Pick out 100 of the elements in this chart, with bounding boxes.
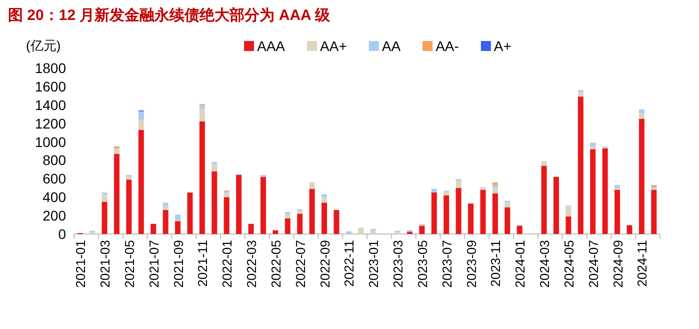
bar	[114, 154, 120, 234]
legend-label: A+	[494, 38, 512, 54]
bar	[504, 207, 510, 234]
x-tick-label: 2023-03	[390, 240, 406, 288]
x-tick-label: 2023-11	[488, 240, 504, 287]
y-tick-label: 200	[42, 208, 66, 224]
bar	[456, 188, 462, 234]
bar	[272, 230, 278, 234]
bar	[248, 224, 254, 234]
bar	[602, 148, 608, 234]
bar	[162, 210, 168, 234]
x-tick-label: 2021-05	[122, 240, 137, 288]
bar	[322, 202, 328, 234]
x-tick-label: 2024-11	[634, 240, 650, 287]
y-tick-label: 400	[42, 189, 66, 206]
y-tick-label: 1800	[34, 60, 66, 76]
bar	[566, 216, 572, 234]
bar	[309, 182, 315, 189]
x-tick-label: 2023-09	[464, 240, 479, 288]
bar	[492, 185, 498, 188]
x-tick-label: 2022-03	[244, 240, 260, 288]
x-tick-label: 2021-03	[98, 240, 113, 288]
bar	[541, 166, 547, 234]
x-tick-label: 2023-07	[439, 240, 454, 288]
x-tick-label: 2022-11	[342, 240, 357, 287]
y-axis-title: (亿元)	[26, 38, 61, 53]
bar	[492, 182, 498, 186]
x-tick-label: 2022-07	[292, 240, 308, 288]
bar	[480, 186, 486, 190]
x-tick-label: 2021-07	[146, 240, 162, 288]
legend-label: AA	[382, 38, 402, 54]
x-tick-label: 2021-01	[73, 240, 88, 288]
bar	[162, 202, 168, 206]
y-tick-label: 1200	[34, 115, 66, 132]
bar	[614, 185, 620, 188]
bar	[638, 113, 644, 119]
legend-label: AA+	[320, 38, 347, 54]
bar	[468, 204, 474, 234]
bar	[480, 190, 486, 234]
x-tick-label: 2023-05	[414, 240, 430, 288]
bar	[431, 188, 437, 192]
bar	[212, 164, 218, 172]
bar	[590, 146, 596, 150]
bar	[614, 190, 620, 234]
bar	[590, 142, 596, 146]
x-tick-label: 2022-05	[268, 240, 284, 288]
bar	[224, 192, 230, 198]
bar	[578, 96, 584, 234]
bar	[431, 192, 437, 234]
bar	[236, 174, 242, 234]
bar	[114, 149, 120, 154]
bar	[284, 214, 290, 218]
x-tick-label: 2024-07	[586, 240, 601, 288]
x-tick-label: 2024-09	[610, 240, 626, 288]
bar	[553, 176, 559, 234]
bar	[260, 176, 266, 234]
bar	[297, 214, 303, 234]
bar	[358, 228, 364, 234]
bar	[138, 130, 144, 234]
bar	[516, 226, 522, 234]
bar	[626, 225, 632, 234]
y-tick-label: 1400	[34, 96, 66, 113]
bar	[102, 194, 108, 202]
bar	[150, 224, 156, 234]
x-tick-label: 2021-09	[170, 240, 186, 288]
bar	[138, 111, 144, 120]
bar	[102, 202, 108, 234]
bar	[370, 230, 376, 234]
bar	[175, 221, 181, 234]
x-tick-label: 2024-01	[512, 240, 528, 288]
x-tick-label: 2023-01	[366, 240, 382, 288]
bar	[212, 171, 218, 234]
chart-title: 图 20：12 月新发金融永续债绝大部分为 AAA 级	[8, 6, 331, 24]
y-tick-label: 800	[42, 152, 66, 168]
bar	[138, 120, 144, 130]
bar	[492, 193, 498, 234]
bar	[578, 92, 584, 97]
bar	[199, 121, 205, 234]
bar	[419, 226, 425, 234]
bar	[322, 197, 328, 203]
bar	[444, 192, 450, 196]
bar	[126, 176, 132, 180]
legend-label: AAA	[257, 38, 286, 54]
bar	[638, 110, 644, 114]
bar	[504, 202, 510, 208]
x-tick-label: 2022-01	[220, 240, 235, 288]
bar	[346, 231, 352, 234]
bar	[284, 218, 290, 234]
x-tick-label: 2022-09	[317, 240, 332, 288]
bar	[199, 104, 205, 109]
bar	[566, 205, 572, 216]
bar	[651, 190, 657, 234]
bar	[224, 197, 230, 234]
bar	[334, 210, 340, 234]
bar	[175, 214, 181, 220]
bar	[126, 180, 132, 234]
y-tick-label: 1600	[34, 78, 66, 94]
x-tick-label: 2024-05	[561, 240, 576, 288]
bar	[162, 206, 168, 210]
bar	[199, 108, 205, 122]
